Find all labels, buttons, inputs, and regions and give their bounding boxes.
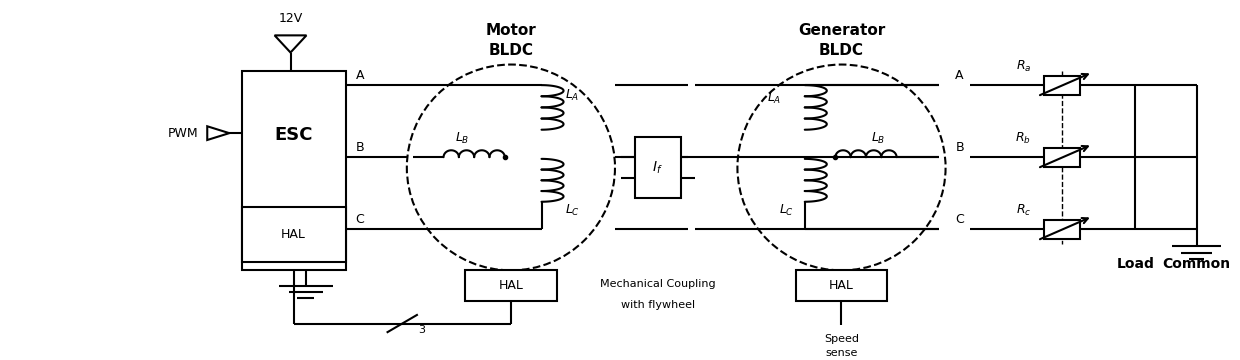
Text: Generator: Generator	[797, 23, 885, 38]
Bar	[242, 71, 346, 270]
Text: B: B	[955, 141, 963, 154]
Text: Mechanical Coupling: Mechanical Coupling	[600, 279, 715, 289]
Text: Speed: Speed	[825, 334, 859, 344]
Text: 3: 3	[418, 325, 425, 335]
Bar	[635, 136, 681, 198]
Ellipse shape	[738, 64, 946, 270]
Text: Motor: Motor	[486, 23, 536, 38]
Text: $L_A$: $L_A$	[565, 88, 579, 103]
Text: $R_b$: $R_b$	[1016, 131, 1032, 146]
Text: B: B	[356, 141, 365, 154]
Bar	[1044, 148, 1080, 167]
Text: Common: Common	[1163, 257, 1230, 271]
Text: $I_f$: $I_f$	[652, 159, 663, 176]
Text: with flywheel: with flywheel	[621, 300, 694, 310]
Text: HAL: HAL	[281, 228, 306, 241]
Text: BLDC: BLDC	[489, 43, 533, 58]
Text: BLDC: BLDC	[818, 43, 864, 58]
Text: $L_C$: $L_C$	[564, 203, 579, 218]
Text: $L_B$: $L_B$	[870, 131, 885, 146]
Text: A: A	[356, 69, 363, 82]
Text: HAL: HAL	[830, 279, 854, 292]
Text: C: C	[356, 213, 365, 226]
Text: Load: Load	[1116, 257, 1154, 271]
Bar	[242, 207, 346, 262]
Bar	[1044, 220, 1080, 239]
Ellipse shape	[407, 64, 615, 270]
Text: $L_A$: $L_A$	[768, 91, 781, 107]
Text: PWM: PWM	[169, 127, 198, 140]
Text: $L_C$: $L_C$	[779, 203, 794, 218]
Text: C: C	[955, 213, 965, 226]
Bar	[465, 270, 557, 301]
Text: A: A	[955, 69, 963, 82]
Text: ESC: ESC	[274, 126, 312, 144]
Text: 12V: 12V	[279, 12, 303, 25]
Bar	[796, 270, 888, 301]
Text: HAL: HAL	[498, 279, 523, 292]
Text: $R_a$: $R_a$	[1016, 59, 1032, 74]
Text: $L_B$: $L_B$	[455, 131, 469, 146]
Text: sense: sense	[826, 347, 858, 357]
Bar	[1044, 76, 1080, 95]
Text: $R_c$: $R_c$	[1016, 203, 1032, 218]
